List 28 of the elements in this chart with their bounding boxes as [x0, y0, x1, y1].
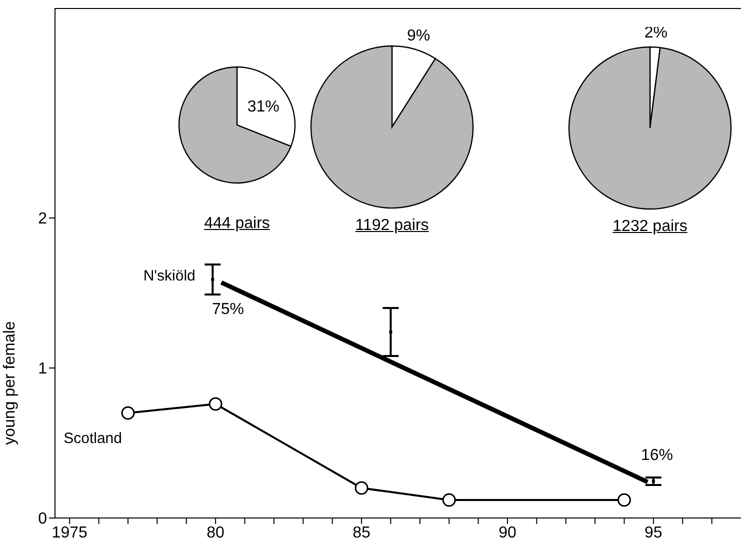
- text: 444 pairs: [203, 215, 271, 233]
- y-tick-label: 2: [38, 210, 48, 228]
- x-tick-label: 90: [498, 524, 516, 542]
- annotation: 16%: [640, 447, 674, 465]
- text: 1232 pairs: [612, 218, 688, 236]
- annotation: 75%: [212, 301, 244, 319]
- data-label: 31%: [247, 98, 280, 116]
- x-tick-label: 95: [644, 524, 662, 542]
- series-label: N'skiöld: [143, 268, 196, 284]
- pie-slice: [310, 45, 474, 209]
- series-label: Scotland: [64, 430, 122, 447]
- point: [442, 493, 456, 507]
- y-axis-title: young per female: [2, 321, 19, 445]
- x-tick-label: 1975: [52, 524, 88, 542]
- point: [208, 397, 222, 411]
- point: [354, 481, 368, 495]
- point: [121, 406, 135, 420]
- y-tick-label: 1: [38, 360, 48, 378]
- point: [617, 493, 631, 507]
- y-tick-label: 0: [38, 510, 48, 528]
- data-label: 9%: [406, 27, 430, 44]
- pie-slice: [178, 66, 292, 184]
- x-tick-label: 80: [206, 524, 225, 542]
- text: 1192 pairs: [354, 217, 430, 235]
- pie-slice: [568, 46, 732, 210]
- x-tick-label: 85: [352, 524, 371, 542]
- point: [389, 330, 392, 334]
- point: [211, 278, 214, 281]
